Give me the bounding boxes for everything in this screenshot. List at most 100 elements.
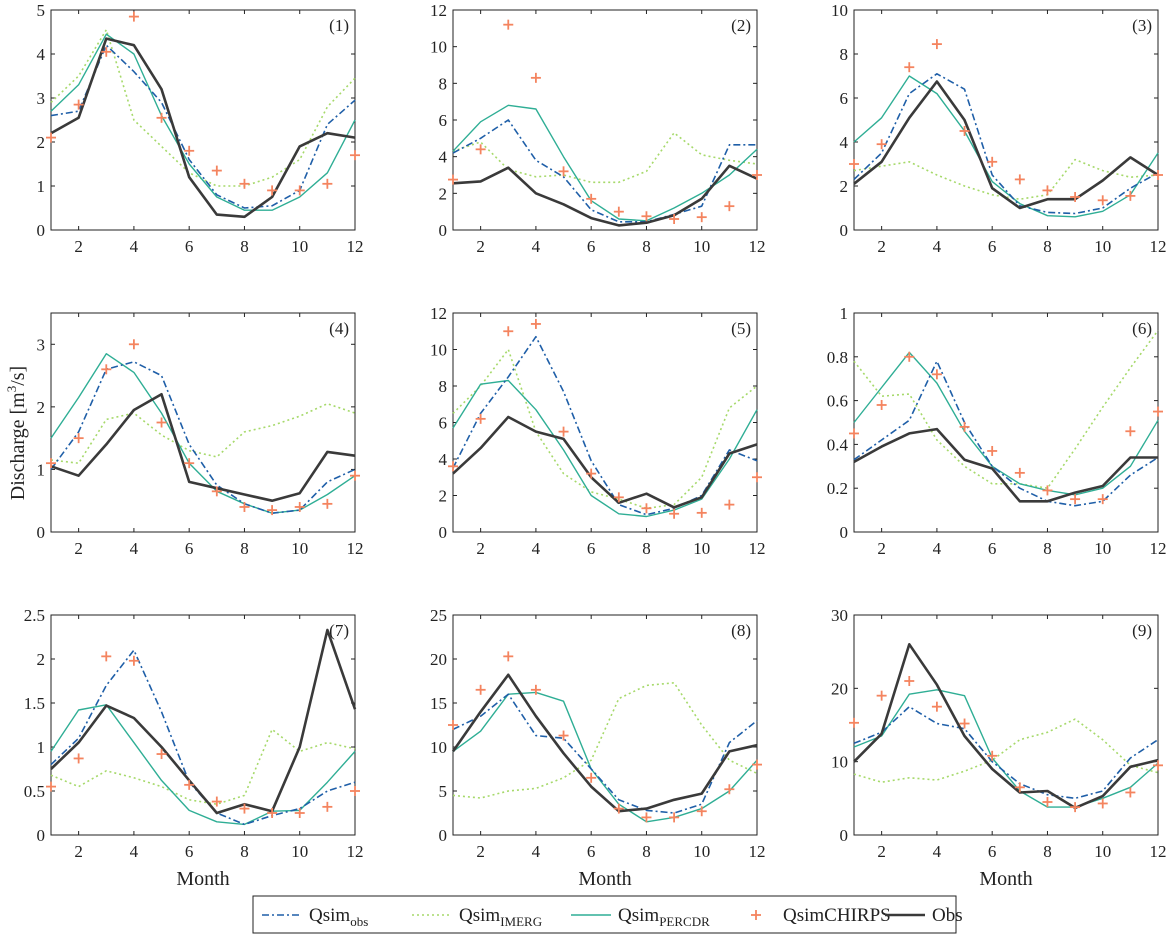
chirps-point <box>904 62 915 73</box>
chirps-point <box>1153 170 1163 180</box>
plot-frame <box>452 312 758 533</box>
chirps-point <box>530 72 541 83</box>
series-line-qsim-percdr <box>853 689 1159 808</box>
y-tick-label: 0.5 <box>24 782 45 801</box>
y-tick-label: 2 <box>37 650 46 669</box>
chirps-point <box>696 507 707 518</box>
y-tick-label: 10 <box>831 1 848 20</box>
x-tick-label: 8 <box>240 539 249 558</box>
chirps-point <box>724 499 735 510</box>
chirps-point <box>613 803 624 814</box>
chirps-point <box>46 132 56 143</box>
x-tick-label: 8 <box>642 842 651 861</box>
chirps-point <box>530 318 541 329</box>
chirps-point <box>267 505 278 516</box>
chirps-point <box>931 701 942 712</box>
y-tick-label: 10 <box>430 341 447 360</box>
y-tick-label: 20 <box>831 679 848 698</box>
x-tick-label: 2 <box>476 237 485 256</box>
x-tick-label: 6 <box>587 842 596 861</box>
x-tick-label: 6 <box>185 539 194 558</box>
chirps-point <box>987 445 998 456</box>
y-tick-label: 5 <box>439 782 448 801</box>
chirps-point <box>239 178 250 189</box>
x-tick-label: 4 <box>130 539 139 558</box>
y-tick-label: 10 <box>831 753 848 772</box>
series-line-qsim-percdr <box>50 33 356 211</box>
panel-label: (5) <box>731 319 751 338</box>
chirps-point <box>128 11 139 22</box>
y-tick-label: 25 <box>430 606 447 625</box>
y-tick-label: 0 <box>439 221 448 240</box>
series-line-qsim-imerg <box>452 132 758 184</box>
chirps-point <box>669 214 680 224</box>
chirps-point <box>696 212 707 223</box>
y-tick-label: 30 <box>831 606 848 625</box>
chirps-point <box>1042 485 1053 496</box>
y-tick-label: 0 <box>439 826 448 845</box>
x-tick-label: 6 <box>988 237 997 256</box>
chirps-point <box>322 498 333 509</box>
chirps-point <box>987 156 998 167</box>
y-tick-label: 2 <box>840 177 849 196</box>
chirps-point <box>1097 494 1108 505</box>
x-tick-label: 12 <box>347 539 364 558</box>
chirps-point <box>1070 192 1081 202</box>
y-tick-label: 0 <box>37 523 46 542</box>
y-tick-label: 4 <box>439 148 448 167</box>
chart-panel-8: 0 5 10 15 20 25 2 4 6 8 10 12 (8) Month <box>430 606 766 890</box>
chirps-point <box>239 501 250 512</box>
x-tick-label: 6 <box>587 237 596 256</box>
plot-frame <box>853 312 1159 533</box>
x-tick-label: 4 <box>130 237 139 256</box>
chirps-point <box>959 126 970 136</box>
y-tick-label: 0.2 <box>827 479 848 498</box>
y-tick-label: 3 <box>37 335 46 354</box>
chirps-point <box>322 178 333 189</box>
series-line-qsim-obs <box>853 705 1159 800</box>
chirps-point <box>530 684 541 695</box>
x-axis-label: Month <box>979 868 1032 890</box>
series-line-qsim-obs <box>853 360 1159 507</box>
chirps-point <box>267 185 278 196</box>
legend-label-sub: obs <box>350 914 368 929</box>
y-tick-label: 2 <box>439 487 448 506</box>
panel-label: (9) <box>1132 621 1152 640</box>
chirps-point <box>613 492 624 503</box>
legend-label: QsimCHIRPS <box>783 905 891 926</box>
legend-label-sub: PERCDR <box>659 914 710 929</box>
chirps-point <box>448 461 458 472</box>
y-tick-label: 0 <box>840 221 849 240</box>
chirps-point <box>724 201 735 212</box>
x-tick-label: 6 <box>988 842 997 861</box>
chirps-point <box>904 351 915 362</box>
series-line-qsim-percdr <box>853 75 1159 218</box>
chirps-point <box>586 193 597 204</box>
chirps-point <box>752 472 762 483</box>
series-line-qsim-imerg <box>853 158 1159 200</box>
chirps-point <box>1042 185 1053 196</box>
chirps-point <box>1125 426 1136 437</box>
chirps-point <box>211 796 222 807</box>
legend-label: Obs <box>932 905 963 926</box>
y-tick-label: 8 <box>439 377 448 396</box>
legend-label-main: Qsim <box>309 905 350 926</box>
chirps-point <box>1097 798 1108 809</box>
legend: Qsimobs QsimIMERG QsimPERCDR QsimCHIRPS Obs <box>252 895 963 934</box>
chirps-point <box>101 46 112 57</box>
y-tick-label: 2.5 <box>24 606 45 625</box>
x-tick-label: 8 <box>1043 237 1052 256</box>
chirps-point <box>987 750 998 761</box>
series-line-qsim-imerg <box>853 718 1159 784</box>
x-tick-label: 10 <box>291 842 308 861</box>
chirps-point <box>73 433 84 444</box>
x-axis-label: Month <box>578 868 631 890</box>
series-line-qsim-percdr <box>452 104 758 222</box>
plot-frame <box>50 312 356 533</box>
series-line-obs <box>853 642 1159 810</box>
y-axis-label-tail: /s] <box>7 366 29 386</box>
x-tick-label: 10 <box>291 237 308 256</box>
chirps-point <box>350 150 360 161</box>
chirps-point <box>294 501 305 512</box>
x-tick-label: 10 <box>1094 539 1111 558</box>
